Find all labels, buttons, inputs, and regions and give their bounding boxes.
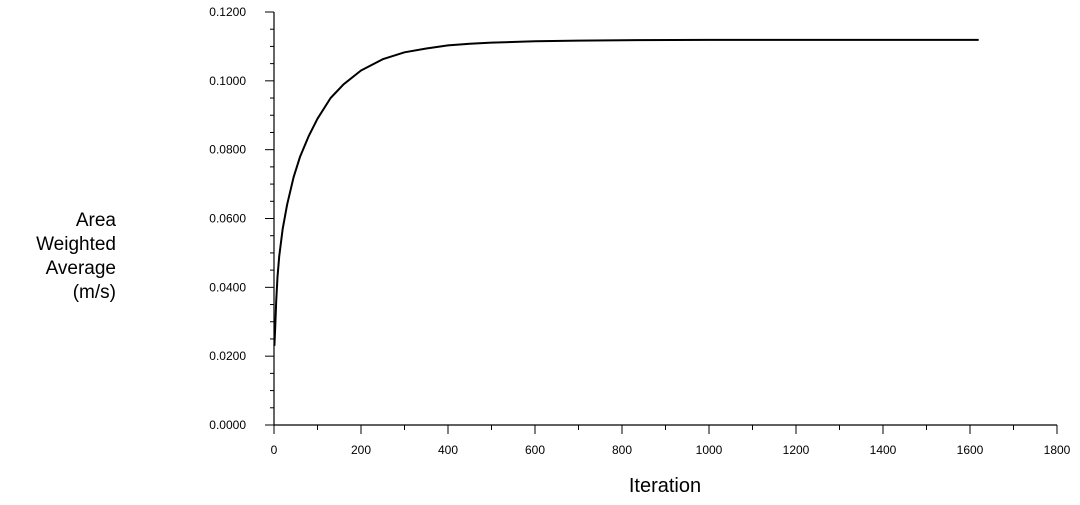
y-axis-title-line: (m/s): [73, 282, 116, 303]
y-tick-label: 0.0800: [209, 143, 246, 157]
x-tick-label: 1200: [783, 443, 810, 457]
y-tick-label: 0.0200: [209, 349, 246, 363]
plot-area: 0.0000 0.0200 0.0400 0.0600 0.0800 0.1000 0.12…: [209, 5, 1070, 457]
x-tick-label: 200: [351, 443, 371, 457]
y-tick-label: 0.0400: [209, 280, 246, 294]
y-axis-title-line: Average: [46, 258, 116, 279]
y-tick-label: 0.1000: [209, 74, 246, 88]
x-tick-label: 600: [525, 443, 545, 457]
x-tick-label: 1400: [870, 443, 897, 457]
x-tick-label: 0: [271, 443, 278, 457]
y-tick-label: 0.1200: [209, 5, 246, 19]
series-line: [273, 38, 979, 346]
y-tick-label: 0.0000: [209, 418, 246, 432]
x-tick-label: 1800: [1044, 443, 1071, 457]
y-tick-label: 0.0600: [209, 212, 246, 226]
x-tick-label: 800: [612, 443, 632, 457]
y-axis-title-line: Area: [76, 210, 117, 231]
x-axis-title: Iteration: [629, 475, 701, 497]
y-axis-title: Area Weighted Average (m/s): [36, 210, 116, 303]
y-axis-title-line: Weighted: [36, 234, 116, 255]
x-tick-label: 400: [438, 443, 458, 457]
x-tick-label: 1000: [696, 443, 723, 457]
x-tick-label: 1600: [957, 443, 984, 457]
